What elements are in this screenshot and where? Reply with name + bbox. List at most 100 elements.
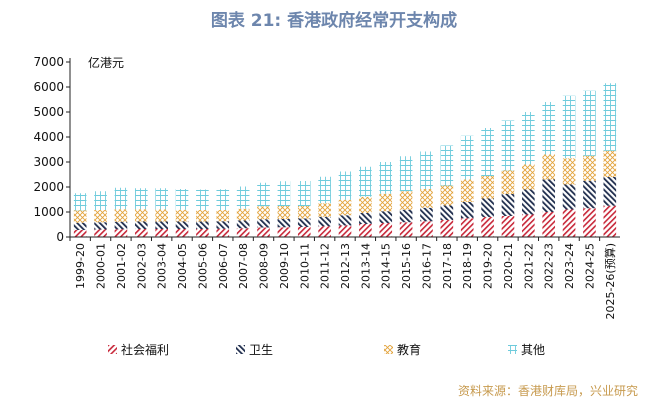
bar-segment-1 <box>399 222 413 237</box>
x-tick-label: 2017-18 <box>441 243 454 289</box>
bar-segment-1 <box>196 229 209 237</box>
bar-segment-4 <box>318 176 331 204</box>
bar-segment-4 <box>216 189 230 210</box>
bar-segment-3 <box>562 158 576 185</box>
bar-segment-1 <box>318 226 331 237</box>
y-axis: 0 1000 2000 3000 4000 5000 6000 7000 <box>33 55 71 244</box>
x-tick-label: 2009-10 <box>278 243 291 289</box>
bar-segment-1 <box>277 227 291 237</box>
bar-segment-3 <box>481 176 494 199</box>
y-tick-label: 4000 <box>33 130 64 144</box>
bar-segment-1 <box>134 229 148 237</box>
x-tick-label: 2025-26(预算) <box>603 243 617 320</box>
bar-segment-1 <box>257 227 270 237</box>
bar-segment-2 <box>216 221 230 229</box>
bar-segment-2 <box>277 219 291 228</box>
bar-segment-4 <box>420 151 433 189</box>
legend: 社会福利 卫生 教育 其他 <box>108 342 545 357</box>
legend-swatch <box>108 345 117 354</box>
bar-segment-1 <box>440 220 454 237</box>
bar-segment-2 <box>155 221 168 229</box>
source-note: 资料来源：香港财库局，兴业研究 <box>457 384 638 398</box>
bar-segment-3 <box>522 164 535 190</box>
x-tick-label: 2008-09 <box>258 243 271 289</box>
bar-segment-3 <box>114 209 128 222</box>
x-tick-label: 2023-24 <box>563 243 576 289</box>
bar-segment-2 <box>420 207 433 222</box>
bar-segment-1 <box>501 216 515 237</box>
x-tick-label: 2018-19 <box>461 243 474 289</box>
bar-segment-3 <box>73 210 87 223</box>
y-tick-label: 6000 <box>33 80 64 94</box>
bar-segment-3 <box>134 209 148 222</box>
x-tick-label: 1999-20 <box>74 243 87 289</box>
x-tick-label: 2021-22 <box>522 243 535 289</box>
x-tick-label: 2022-23 <box>543 243 556 289</box>
bar-segment-3 <box>440 185 454 206</box>
x-tick-label: 2012-13 <box>339 243 352 289</box>
bar-segment-4 <box>522 112 535 165</box>
bar-segment-4 <box>155 188 168 210</box>
bar-segment-2 <box>501 194 515 216</box>
bar-segment-2 <box>399 209 413 223</box>
bar-segment-4 <box>603 83 617 151</box>
bar-segment-1 <box>114 229 128 237</box>
bar-segment-2 <box>440 205 454 220</box>
bar-segment-4 <box>73 193 87 211</box>
bar-segment-4 <box>399 156 413 192</box>
bar-segment-1 <box>481 217 494 237</box>
legend-label: 卫生 <box>249 343 273 357</box>
legend-label: 社会福利 <box>121 342 169 357</box>
chart-title: 图表 21: 香港政府经常开支构成 <box>210 11 458 31</box>
bar-segment-2 <box>359 213 372 224</box>
x-tick-label: 2024-25 <box>583 243 596 289</box>
bar-segment-2 <box>460 202 474 219</box>
bar-segment-4 <box>562 95 576 159</box>
bar-segment-4 <box>196 189 209 210</box>
x-tick-label: 2013-14 <box>359 243 372 289</box>
bar-segment-2 <box>522 189 535 215</box>
x-tick-label: 2000-01 <box>95 243 108 289</box>
bar-segment-2 <box>481 198 494 217</box>
bar-segment-4 <box>542 102 556 155</box>
bar-segment-2 <box>562 184 576 210</box>
bar-segment-3 <box>216 210 230 222</box>
bar-segment-2 <box>583 180 596 209</box>
bar-segment-4 <box>501 120 515 171</box>
x-axis: 1999-20 2000-01 2001-02 2002-03 2003-04 2004-… <box>69 236 620 320</box>
bar-segment-2 <box>114 221 128 230</box>
bar-segment-3 <box>277 206 291 219</box>
bar-segment-4 <box>175 189 189 210</box>
x-tick-label: 2005-06 <box>196 243 209 289</box>
bar-segment-2 <box>94 222 107 230</box>
bar-segment-1 <box>94 229 107 237</box>
bar-segment-2 <box>257 219 270 228</box>
y-tick-label: 2000 <box>33 180 64 194</box>
bar-segment-4 <box>338 171 352 200</box>
bar-segment-1 <box>338 225 352 237</box>
bar-segment-3 <box>155 209 168 222</box>
bar-segment-2 <box>379 211 393 223</box>
legend-swatch <box>384 345 393 354</box>
bar-segment-1 <box>297 227 311 237</box>
bar-segment-4 <box>297 181 311 206</box>
x-tick-label: 2010-11 <box>298 243 311 289</box>
legend-swatch <box>236 345 245 354</box>
legend-label: 教育 <box>397 342 421 357</box>
bar-segment-2 <box>542 179 556 212</box>
bar-segment-3 <box>257 206 270 220</box>
bar-segment-4 <box>583 90 596 156</box>
bar-segment-1 <box>420 221 433 237</box>
bar-segment-4 <box>460 135 474 180</box>
bar-segment-3 <box>542 154 556 180</box>
bar-segment-1 <box>379 223 393 237</box>
bar-segment-4 <box>359 166 372 197</box>
bar-segment-1 <box>155 229 168 237</box>
bar-segment-3 <box>603 150 617 177</box>
bar-segment-4 <box>440 145 454 186</box>
bar-segment-3 <box>501 170 515 194</box>
bar-segment-1 <box>359 224 372 237</box>
bar-segment-2 <box>175 221 189 229</box>
x-tick-label: 2001-02 <box>115 243 128 289</box>
